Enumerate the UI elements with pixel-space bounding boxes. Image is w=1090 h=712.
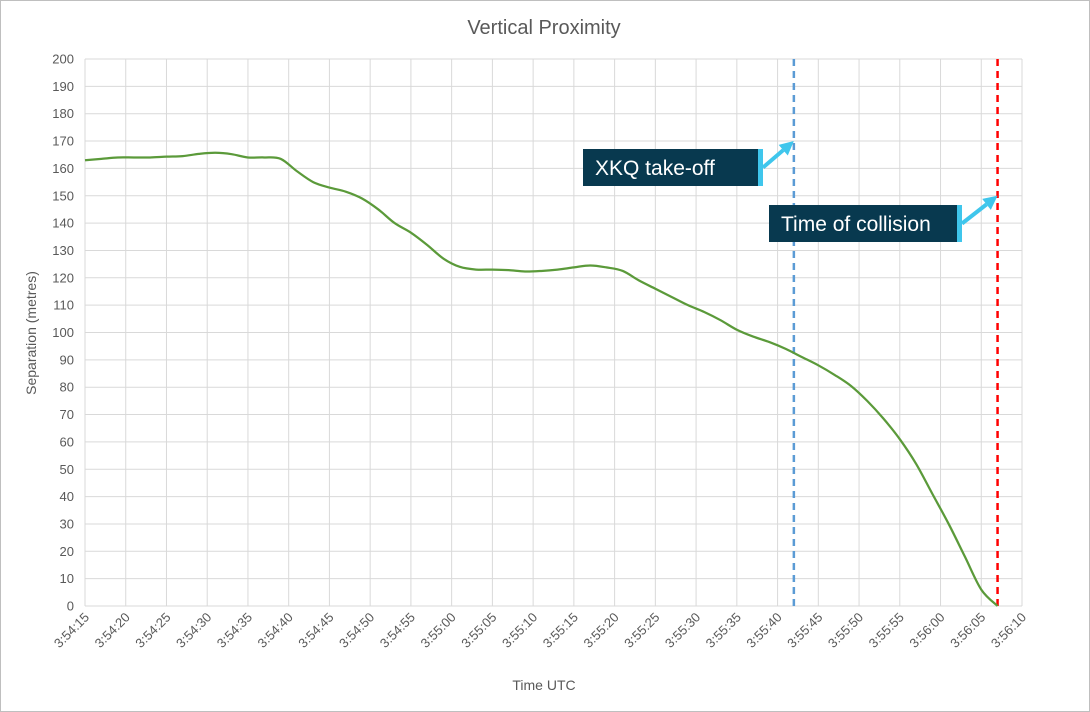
y-tick-label: 80 — [60, 380, 74, 395]
x-tick-label: 3:54:50 — [336, 610, 377, 651]
x-tick-label: 3:56:05 — [947, 610, 988, 651]
annotation-arrow-head — [982, 195, 998, 210]
x-tick-label: 3:55:45 — [784, 610, 825, 651]
annotation-callout: Time of collision — [769, 195, 998, 242]
y-tick-label: 160 — [52, 161, 74, 176]
x-tick-label: 3:56:00 — [906, 610, 947, 651]
annotation-text: Time of collision — [781, 213, 931, 236]
annotation-box — [583, 149, 758, 186]
annotation-arrow-shaft — [761, 148, 785, 170]
annotation-text: XKQ take-off — [595, 157, 715, 180]
y-tick-label: 90 — [60, 352, 74, 367]
x-tick-label: 3:55:50 — [825, 610, 866, 651]
y-tick-label: 0 — [67, 599, 74, 614]
series — [84, 151, 999, 607]
x-tick-label: 3:55:55 — [866, 610, 907, 651]
x-tick-label: 3:55:20 — [580, 610, 621, 651]
x-tick-label: 3:55:15 — [540, 610, 581, 651]
x-tick-label: 3:55:10 — [499, 610, 540, 651]
x-tick-label: 3:54:45 — [295, 610, 336, 651]
x-tick-label: 3:55:40 — [743, 610, 784, 651]
y-tick-label: 50 — [60, 462, 74, 477]
x-axis-ticks: 3:54:15 3:54:20 3:54:25 3:54:30 3:54:35 3:54:… — [51, 610, 1029, 651]
y-tick-label: 70 — [60, 407, 74, 422]
x-tick-label: 3:54:20 — [92, 610, 133, 651]
x-tick-label: 3:55:30 — [662, 610, 703, 651]
y-tick-label: 150 — [52, 188, 74, 203]
x-tick-label: 3:54:30 — [173, 610, 214, 651]
x-tick-label: 3:55:25 — [621, 610, 662, 651]
y-tick-label: 60 — [60, 434, 74, 449]
y-tick-label: 10 — [60, 571, 74, 586]
x-tick-label: 3:56:10 — [988, 610, 1029, 651]
annotation-callout: XKQ take-off — [583, 141, 794, 186]
y-tick-label: 190 — [52, 79, 74, 94]
y-tick-label: 140 — [52, 216, 74, 231]
annotation-arrow-shaft — [960, 202, 988, 226]
series-line — [84, 151, 999, 607]
x-tick-label: 3:55:05 — [458, 610, 499, 651]
x-tick-label: 3:55:00 — [417, 610, 458, 651]
x-tick-label: 3:54:40 — [255, 610, 296, 651]
y-tick-label: 170 — [52, 134, 74, 149]
y-tick-label: 120 — [52, 270, 74, 285]
y-tick-label: 200 — [52, 52, 74, 67]
grid — [84, 58, 1023, 607]
x-axis-title: Time UTC — [512, 677, 575, 693]
x-tick-label: 3:54:35 — [214, 610, 255, 651]
x-tick-label: 3:55:35 — [703, 610, 744, 651]
y-tick-label: 130 — [52, 243, 74, 258]
x-tick-label: 3:54:55 — [377, 610, 418, 651]
y-axis-title: Separation (metres) — [23, 271, 39, 395]
y-tick-label: 110 — [53, 298, 74, 313]
annotations: XKQ take-off Time of collision — [583, 141, 998, 242]
x-tick-label: 3:54:25 — [132, 610, 173, 651]
y-tick-label: 180 — [52, 106, 74, 121]
y-axis-ticks: 0 10 20 30 40 50 60 70 80 90 100 110 120 130 140 150 160… — [52, 52, 74, 614]
annotation-arrow-head — [778, 141, 794, 156]
y-tick-label: 40 — [60, 489, 74, 504]
x-tick-label: 3:54:15 — [51, 610, 92, 651]
annotation-box-edge — [758, 149, 763, 186]
chart-title: Vertical Proximity — [467, 17, 620, 39]
annotation-box-edge — [957, 205, 962, 242]
y-tick-label: 30 — [60, 516, 74, 531]
y-tick-label: 100 — [52, 325, 74, 340]
y-tick-label: 20 — [60, 544, 74, 559]
annotation-box — [769, 205, 957, 242]
